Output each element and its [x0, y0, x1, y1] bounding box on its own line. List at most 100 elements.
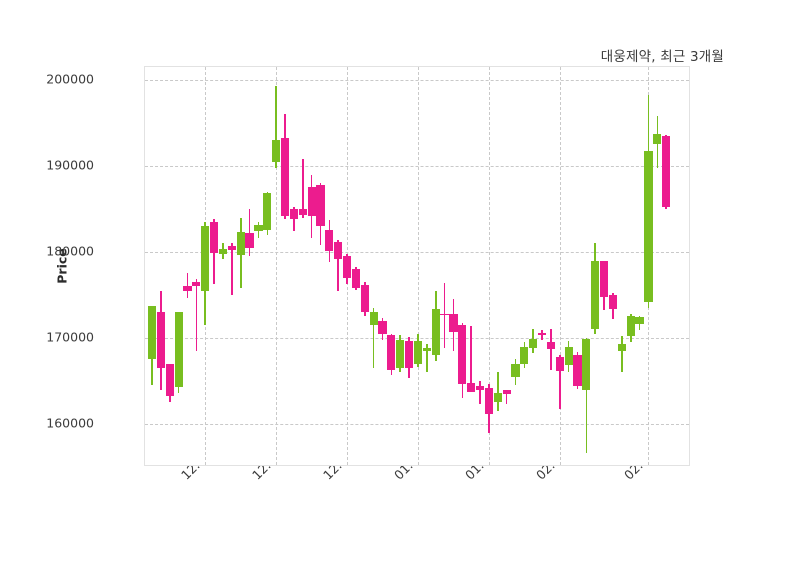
candlestick [334, 67, 343, 465]
candle-body [325, 230, 334, 252]
candlestick [201, 67, 210, 465]
candle-body [653, 134, 662, 144]
candlestick [280, 67, 290, 465]
candle-body [573, 355, 582, 387]
gridline-horizontal [145, 165, 689, 167]
candlestick [529, 67, 538, 465]
candlestick [520, 67, 529, 465]
candle-body [174, 312, 183, 387]
candle-wick [293, 207, 295, 232]
candlestick [298, 67, 307, 465]
plot-inner [145, 67, 689, 465]
candlestick [617, 67, 626, 465]
candle-body [413, 340, 423, 364]
candle-wick [585, 337, 588, 454]
candle-body [334, 241, 343, 259]
candlestick [218, 67, 228, 465]
candlestick [484, 67, 493, 465]
candle-wick [505, 389, 508, 405]
candle-wick [621, 336, 623, 373]
candle-body [440, 313, 449, 316]
candle-body [183, 286, 192, 291]
gridline-horizontal [145, 423, 689, 425]
candlestick [263, 67, 272, 465]
candle-body [626, 316, 635, 337]
candle-body [280, 138, 290, 216]
y-axis-tick-label: 190000 [46, 157, 94, 173]
candle-body [511, 363, 520, 377]
candle-body [298, 208, 307, 215]
candle-body [600, 261, 609, 297]
candle-body [458, 325, 467, 384]
candlestick [369, 67, 378, 465]
candlestick [440, 67, 449, 465]
candle-body [272, 140, 281, 163]
plot-area [144, 66, 690, 466]
candlestick [156, 67, 166, 465]
candle-wick [470, 325, 472, 391]
candlestick [467, 67, 476, 465]
candlestick [254, 67, 263, 465]
candlestick [591, 67, 600, 465]
candlestick [378, 67, 387, 465]
candlestick [449, 67, 458, 465]
candle-wick [443, 282, 446, 349]
candle-body [555, 356, 564, 371]
candle-body [537, 332, 547, 336]
candlestick [387, 67, 396, 465]
candle-body [360, 284, 369, 313]
gridline-vertical [559, 67, 561, 465]
candlestick [662, 67, 671, 465]
candle-body [493, 393, 502, 403]
gridline-vertical [488, 67, 490, 465]
candlestick [165, 67, 174, 465]
gridline-horizontal [145, 337, 689, 339]
candlestick [405, 67, 414, 465]
candle-body [405, 341, 414, 369]
candle-body [396, 339, 405, 369]
candle-body [520, 347, 529, 364]
candle-body [449, 313, 458, 332]
candlestick [245, 67, 254, 465]
candlestick [608, 67, 618, 465]
candle-wick [337, 239, 340, 291]
candlestick [325, 67, 334, 465]
candlestick [413, 67, 423, 465]
candlestick [227, 67, 236, 465]
candle-body [644, 151, 653, 302]
candlestick [573, 67, 582, 465]
candle-body [227, 245, 236, 251]
candlestick [493, 67, 502, 465]
candle-body [431, 308, 440, 356]
gridline-vertical [276, 67, 278, 465]
candle-body [342, 256, 352, 278]
candle-wick [559, 355, 561, 409]
candlestick [236, 67, 245, 465]
gridline-horizontal [145, 79, 689, 81]
candlestick [600, 67, 609, 465]
y-axis-tick-label: 160000 [46, 415, 94, 431]
candle-body [608, 294, 618, 309]
candle-wick [231, 243, 233, 295]
gridline-horizontal [145, 251, 689, 253]
candle-body [307, 187, 316, 216]
candle-body [635, 317, 644, 325]
candle-body [156, 312, 166, 369]
candlestick [192, 67, 201, 465]
candle-body [351, 269, 361, 289]
candle-wick [195, 279, 198, 351]
candle-body [484, 387, 493, 414]
candlestick [147, 67, 157, 465]
candle-body [254, 225, 263, 232]
candlestick [272, 67, 281, 465]
candle-body [218, 249, 228, 254]
candle-body [422, 348, 431, 351]
candlestick [183, 67, 192, 465]
candle-body [263, 193, 272, 231]
candlestick [422, 67, 431, 465]
candlestick [360, 67, 369, 465]
candle-body [147, 306, 157, 360]
candle-body [502, 390, 511, 394]
candle-body [245, 233, 254, 248]
